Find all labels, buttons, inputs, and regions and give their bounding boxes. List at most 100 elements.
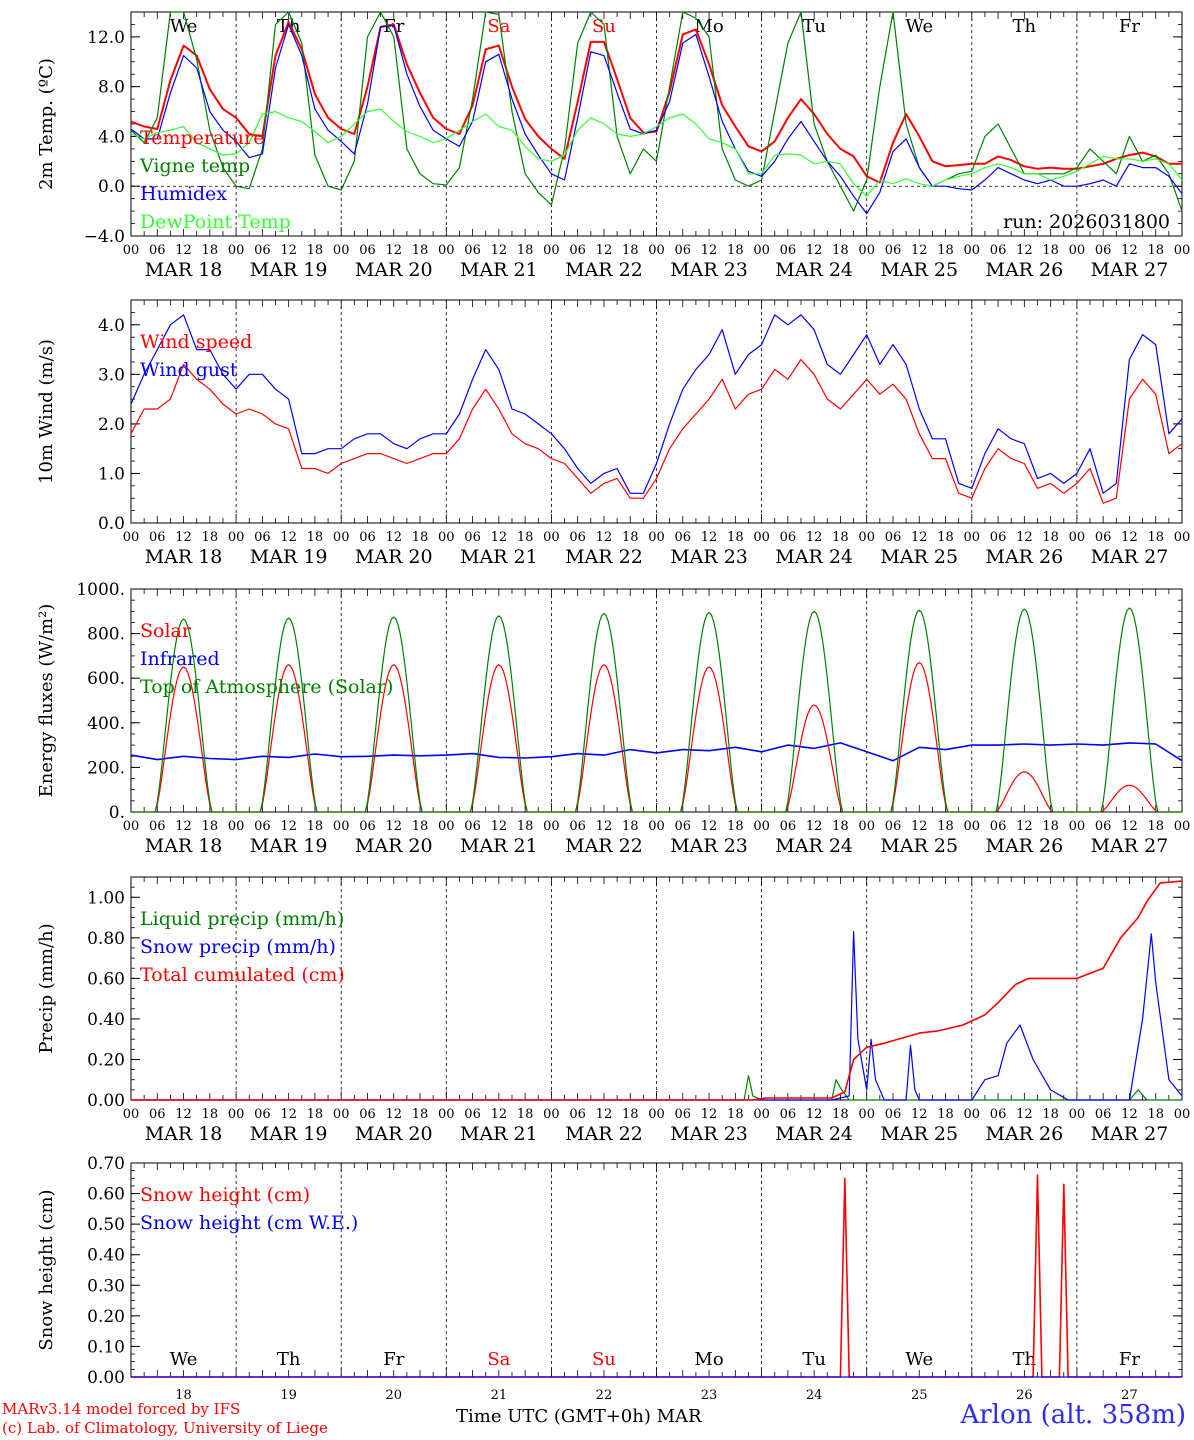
hour-label: 00 (1069, 1107, 1086, 1122)
legend-entry: DewPoint Temp (140, 211, 291, 233)
day-name: We (905, 1349, 933, 1370)
hour-label: 18 (1042, 819, 1059, 834)
y-tick-label: 0.50 (87, 1215, 125, 1235)
hour-label: 12 (701, 243, 718, 258)
date-label: MAR 19 (250, 546, 328, 568)
hour-label: 00 (964, 243, 981, 258)
day-number: 20 (385, 1388, 402, 1403)
legend-entry: Liquid precip (mm/h) (140, 908, 344, 930)
date-label: MAR 18 (145, 546, 223, 568)
hour-label: 00 (543, 243, 560, 258)
y-tick-label: 1.00 (87, 888, 125, 908)
hour-label: 06 (885, 1107, 902, 1122)
hour-label: 06 (464, 530, 481, 545)
day-name: Su (592, 1349, 616, 1370)
panel-precip: 0.00 0.20 0.40 0.60 0.80 1.00 Precip (mm/h) 00 0… (36, 876, 1190, 1145)
hour-label: 06 (149, 530, 166, 545)
hour-label: 00 (753, 530, 770, 545)
credit-model: MARv3.14 model forced by IFS (2, 1400, 241, 1418)
hour-label: 06 (254, 243, 271, 258)
legend-entry: Snow height (cm) (140, 1184, 310, 1206)
day-name: Fr (1119, 1349, 1140, 1370)
legend-entry: Humidex (140, 183, 227, 205)
date-label: MAR 26 (985, 546, 1063, 568)
hour-label: 12 (175, 819, 192, 834)
hour-label: 00 (228, 1107, 245, 1122)
y-tick-label: 400. (87, 714, 125, 734)
hour-label: 18 (1042, 530, 1059, 545)
day-name: Sa (487, 1349, 510, 1370)
date-label: MAR 27 (1091, 1123, 1169, 1145)
hour-label: 12 (280, 243, 297, 258)
hour-label: 00 (753, 243, 770, 258)
hour-label: 12 (1121, 819, 1138, 834)
date-label: MAR 23 (670, 546, 748, 568)
date-label: MAR 18 (145, 835, 223, 857)
hour-label: 18 (202, 530, 219, 545)
hour-label: 06 (675, 530, 692, 545)
day-name: Mo (694, 1349, 723, 1370)
series-wind-1 (130, 314, 1183, 494)
hour-label: 12 (491, 1107, 508, 1122)
series-energy-1 (130, 742, 1183, 762)
date-label: MAR 21 (460, 259, 538, 281)
hour-label: 00 (123, 530, 140, 545)
x-axis-title: Time UTC (GMT+0h) MAR (456, 1406, 702, 1427)
hour-label: 18 (937, 243, 954, 258)
hour-label: 12 (280, 1107, 297, 1122)
hour-label: 06 (359, 1107, 376, 1122)
day-number: 21 (491, 1388, 508, 1403)
hour-label: 06 (990, 1107, 1007, 1122)
hour-label: 06 (780, 530, 797, 545)
hour-label: 00 (1069, 819, 1086, 834)
hour-label: 06 (464, 1107, 481, 1122)
y-tick-label: 0.80 (87, 929, 125, 949)
hour-label: 12 (175, 530, 192, 545)
hour-label: 06 (149, 1107, 166, 1122)
hour-label: 00 (438, 1107, 455, 1122)
y-tick-label: 0.40 (87, 1010, 125, 1030)
hour-label: 00 (858, 1107, 875, 1122)
hour-label: 12 (385, 819, 402, 834)
hour-label: 18 (517, 1107, 534, 1122)
date-label: MAR 24 (775, 259, 853, 281)
day-name: Sa (487, 16, 510, 37)
hour-label: 18 (412, 819, 429, 834)
hour-label: 06 (885, 530, 902, 545)
hour-label: 06 (569, 530, 586, 545)
date-label: MAR 23 (670, 259, 748, 281)
panel-temp: −4.00.04.08.012.02m Temp. (ºC)00 06 12 18MA… (36, 11, 1190, 281)
hour-label: 06 (990, 243, 1007, 258)
hour-label: 18 (832, 1107, 849, 1122)
date-label: MAR 19 (250, 1123, 328, 1145)
hour-label: 06 (780, 1107, 797, 1122)
hour-label: 00 (228, 530, 245, 545)
date-label: MAR 24 (775, 546, 853, 568)
day-name: Fr (1119, 16, 1140, 37)
date-label: MAR 27 (1091, 259, 1169, 281)
plot-frame (130, 588, 1183, 813)
hour-label: 00 (438, 530, 455, 545)
hour-label: 00 (964, 819, 981, 834)
hour-label: 18 (1147, 530, 1164, 545)
hour-label: 00 (543, 530, 560, 545)
hour-label: 12 (1016, 243, 1033, 258)
hour-label: 18 (307, 530, 324, 545)
date-label: MAR 22 (565, 259, 643, 281)
day-number: 22 (596, 1388, 613, 1403)
y-tick-label: 0.0 (98, 514, 125, 534)
day-name: Fr (383, 1349, 404, 1370)
day-number: 26 (1016, 1388, 1033, 1403)
run-label: run: 2026031800 (1003, 211, 1170, 233)
hour-label: 00 (648, 1107, 665, 1122)
hour-label: 06 (675, 243, 692, 258)
hour-label: 18 (1042, 243, 1059, 258)
date-label: MAR 21 (460, 835, 538, 857)
y-axis-label: Snow height (cm) (36, 1189, 57, 1350)
hour-label: 18 (202, 1107, 219, 1122)
series-temp-0 (130, 21, 1182, 184)
hour-label: 12 (1121, 1107, 1138, 1122)
hour-label: 18 (202, 819, 219, 834)
y-tick-label: 0.10 (87, 1337, 125, 1357)
